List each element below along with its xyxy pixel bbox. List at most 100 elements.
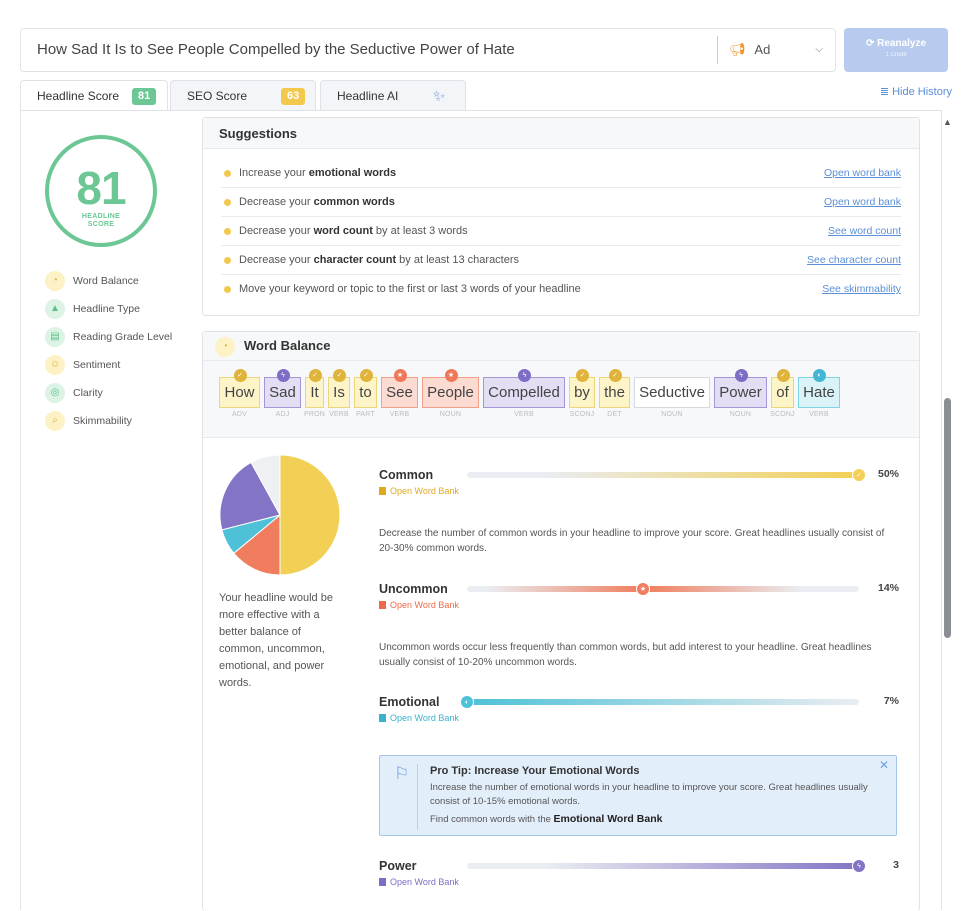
word-balance-title: Word Balance: [244, 338, 331, 353]
uncommon-word-icon: ★: [393, 369, 407, 382]
headline-input-bar: How Sad It Is to See People Compelled by…: [20, 28, 836, 72]
common-word-icon: ✓: [576, 369, 589, 382]
suggestion-text-end: by at least 13 characters: [396, 254, 520, 266]
suggestion-link[interactable]: See word count: [828, 225, 901, 237]
category-name: Common: [379, 468, 434, 482]
emotional-word-bank-link[interactable]: Emotional Word Bank: [553, 813, 663, 825]
word-bank-label: Open Word Bank: [390, 486, 459, 496]
bullet-dot: [224, 199, 231, 206]
tab-headline-ai[interactable]: Headline AI ✨︎: [320, 80, 466, 111]
category-level-marker: ϟ: [852, 859, 866, 873]
word-chip[interactable]: See ★ VERB: [381, 369, 418, 418]
word-chip[interactable]: People ★ NOUN: [422, 369, 479, 418]
word-chip[interactable]: Is ✓ VERB: [328, 369, 350, 418]
open-word-bank-link[interactable]: Open Word Bank: [379, 713, 459, 723]
tab-label: Headline AI: [337, 89, 399, 103]
pie-slice-other: [250, 454, 281, 516]
hide-history-label: Hide History: [892, 86, 952, 98]
emotional-word-icon: ◐: [813, 369, 826, 382]
part-of-speech-label: ADJ: [275, 411, 290, 418]
word-chip[interactable]: Seductive NOUN: [634, 377, 710, 418]
category-name: Emotional: [379, 695, 440, 709]
close-icon[interactable]: ✕: [878, 758, 889, 772]
hide-history-link[interactable]: ≣ Hide History: [880, 85, 952, 98]
word-chip[interactable]: Hate ◐ VERB: [798, 369, 840, 418]
sidebar-item-label: Headline Type: [73, 303, 140, 315]
category-percentage: 50%: [877, 468, 899, 480]
word-chip[interactable]: How ✓ ADV: [219, 369, 260, 418]
category-percentage: 7%: [883, 695, 899, 707]
part-of-speech-label: PART: [356, 411, 375, 418]
sidebar-item-sentiment[interactable]: ☺ Sentiment: [45, 355, 120, 375]
open-word-bank-link[interactable]: Open Word Bank: [379, 600, 459, 610]
category-name: Power: [379, 859, 417, 873]
word-chip[interactable]: to ✓ PART: [354, 369, 377, 418]
word-text: Seductive: [639, 384, 705, 401]
suggestion-text: Decrease your: [239, 225, 314, 237]
sidebar-item-word-balance[interactable]: ◔ Word Balance: [45, 271, 139, 291]
headline-input[interactable]: How Sad It Is to See People Compelled by…: [37, 41, 515, 58]
pie-slice-power: [219, 461, 281, 531]
reanalyze-credit: 1 Credit: [885, 52, 907, 58]
suggestion-link[interactable]: Open word bank: [823, 196, 901, 208]
category-bar-track: ✓: [467, 468, 866, 482]
sidebar-item-headline-type[interactable]: ▲ Headline Type: [45, 299, 140, 319]
word-chip[interactable]: It ✓ PRON: [304, 369, 325, 418]
part-of-speech-label: NOUN: [729, 411, 752, 418]
protip-box: ⚐︎ Pro Tip: Increase Your Emotional Word…: [379, 755, 897, 836]
book-icon: [379, 878, 386, 886]
scrollbar-thumb[interactable]: [944, 398, 951, 638]
suggestion-link[interactable]: See skimmability: [822, 283, 901, 295]
chevron-down-icon: ⌵: [815, 44, 823, 55]
word-balance-summary: Your headline would be more effective wi…: [219, 592, 333, 689]
word-balance-pie-chart: [219, 454, 341, 576]
suggestions-card: Suggestions Increase your emotional word…: [202, 117, 920, 316]
word-text: by: [574, 384, 590, 401]
suggestion-text: Decrease your: [239, 254, 314, 266]
scrollbar[interactable]: ▲: [941, 115, 953, 892]
refresh-icon: ⟳: [865, 38, 878, 49]
word-chip[interactable]: Power ϟ NOUN: [714, 369, 767, 418]
suggestion-link[interactable]: See character count: [807, 254, 901, 266]
reanalyze-button[interactable]: ⟳ Reanalyze 1 Credit: [844, 28, 948, 72]
scroll-up-arrow-icon[interactable]: ▲: [943, 117, 952, 127]
power-word-icon: ϟ: [518, 369, 531, 382]
suggestion-text: Increase your: [239, 167, 309, 179]
word-text: Is: [333, 384, 345, 401]
pie-slice-uncommon: [233, 513, 281, 576]
word-chip[interactable]: Compelled ϟ VERB: [483, 369, 565, 418]
power-word-icon: ϟ: [276, 369, 290, 382]
uncommon-word-icon: ★: [444, 369, 458, 382]
search-icon: ⌕: [45, 411, 65, 431]
sidebar-item-clarity[interactable]: ◎ Clarity: [45, 383, 103, 403]
word-text: People: [427, 384, 474, 401]
open-word-bank-link[interactable]: Open Word Bank: [379, 486, 459, 496]
category-percentage: 14%: [877, 582, 899, 594]
sidebar-item-skimmability[interactable]: ⌕ Skimmability: [45, 411, 132, 431]
part-of-speech-label: ADV: [232, 411, 247, 418]
suggestion-link[interactable]: Open word bank: [823, 167, 901, 179]
word-chip[interactable]: by ✓ SCONJ: [569, 369, 595, 418]
word-text: It: [310, 384, 319, 401]
word-chip[interactable]: the ✓ DET: [599, 369, 630, 418]
suggestion-text-end: by at least 3 words: [372, 225, 468, 237]
suggestion-keyword: word count: [313, 225, 373, 237]
smile-icon: ☺: [45, 355, 65, 375]
protip-body: Increase the number of emotional words i…: [430, 782, 868, 807]
sidebar-item-label: Word Balance: [73, 275, 139, 287]
tab-seo-score[interactable]: SEO Score 63: [170, 80, 316, 111]
headline-type-select[interactable]: 📢︎ Ad ⌵: [729, 29, 835, 71]
category-percentage: 3: [893, 859, 899, 871]
part-of-speech-label: SCONJ: [770, 411, 795, 418]
word-chip[interactable]: of ✓ SCONJ: [770, 369, 795, 418]
tab-headline-score[interactable]: Headline Score 81: [20, 80, 168, 112]
headline-score-panel: 81 HEADLINE SCORE ◔ Word Balance ▲ Headline…: [20, 110, 942, 911]
sidebar-item-reading-grade-level[interactable]: ▤ Reading Grade Level: [45, 327, 172, 347]
part-of-speech-label: PRON: [303, 411, 326, 418]
open-word-bank-link[interactable]: Open Word Bank: [379, 877, 459, 887]
lightbulb-icon: ⚐︎: [394, 764, 410, 783]
word-chip[interactable]: Sad ϟ ADJ: [264, 369, 301, 418]
headline-word-chips: How ✓ ADV Sad ϟ ADJ It ✓ PRON Is ✓ VERB to ✓ PART See ★ V…: [203, 361, 919, 438]
suggestion-item: Increase your emotional words Open word b…: [221, 159, 901, 188]
bullet-dot: [224, 286, 231, 293]
